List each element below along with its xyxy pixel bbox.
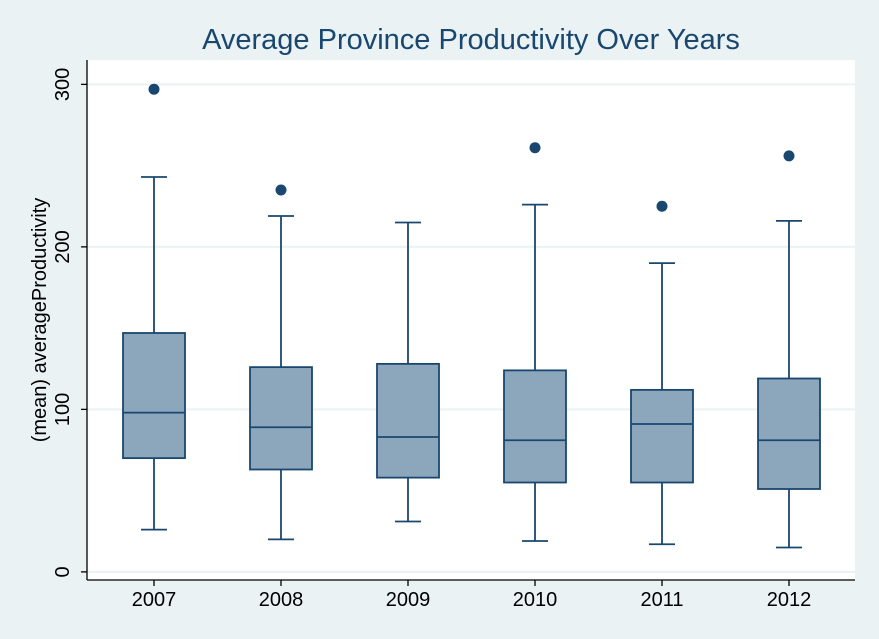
x-tick-label: 2012 bbox=[767, 589, 812, 611]
outlier-point bbox=[783, 150, 795, 162]
box-group-2011 bbox=[630, 200, 694, 546]
chart-title: Average Province Productivity Over Years bbox=[202, 24, 740, 56]
x-tick-label: 2010 bbox=[513, 589, 558, 611]
x-tick-label: 2009 bbox=[386, 589, 431, 611]
box-group-2009 bbox=[376, 221, 440, 523]
iqr-box bbox=[376, 362, 440, 479]
plot-area bbox=[87, 60, 855, 580]
outlier-point bbox=[148, 83, 160, 95]
tick-layer: 0 100 200 300 2007 2008 2009 2010 2011 2012 bbox=[52, 68, 811, 611]
iqr-box bbox=[503, 369, 567, 484]
axis-layer bbox=[86, 60, 855, 581]
y-tick-label: 100 bbox=[52, 393, 74, 426]
y-tick-label: 300 bbox=[52, 68, 74, 101]
outlier-point bbox=[275, 184, 287, 196]
x-tick-label: 2011 bbox=[640, 589, 683, 611]
box-group-2012 bbox=[757, 150, 821, 549]
outlier-point bbox=[656, 200, 668, 212]
y-tick-label: 0 bbox=[52, 566, 74, 577]
iqr-box bbox=[122, 332, 186, 460]
box-group-2008 bbox=[249, 184, 313, 541]
box-group-2007 bbox=[122, 83, 186, 531]
y-tick-label: 200 bbox=[52, 230, 74, 263]
x-tick-label: 2008 bbox=[259, 589, 304, 611]
y-axis-label: (mean) averageProductivity bbox=[29, 198, 51, 443]
iqr-box bbox=[249, 366, 313, 471]
grid-layer bbox=[87, 83, 855, 573]
iqr-box bbox=[757, 377, 821, 490]
box-layer bbox=[122, 83, 821, 549]
outlier-point bbox=[529, 142, 541, 154]
iqr-box bbox=[630, 388, 694, 484]
box-group-2010 bbox=[503, 142, 567, 542]
x-tick-label: 2007 bbox=[132, 589, 177, 611]
